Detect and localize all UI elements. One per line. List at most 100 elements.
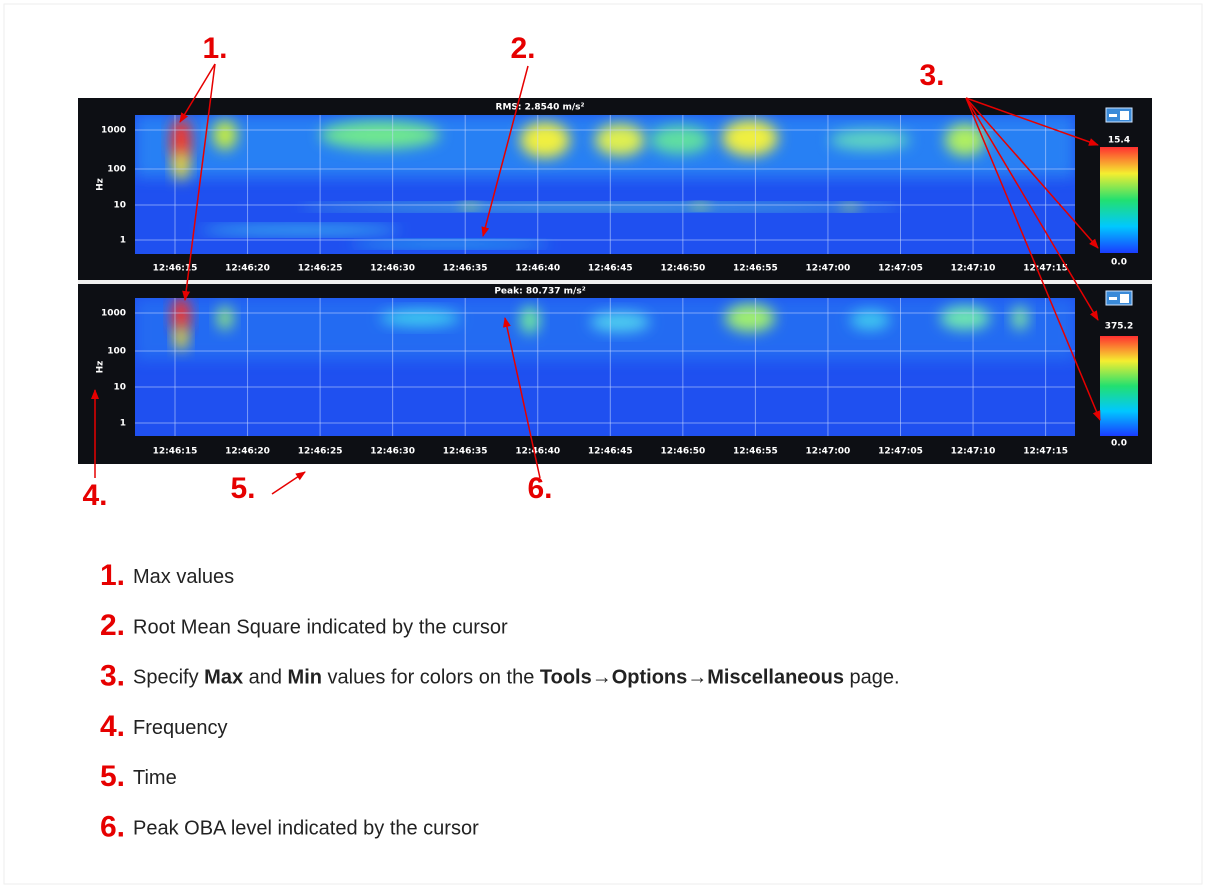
x-tick-label: 12:47:05 bbox=[878, 264, 923, 274]
x-tick-label: 12:46:30 bbox=[370, 264, 415, 274]
hotspot bbox=[520, 306, 540, 334]
y-tick-label: 1000 bbox=[101, 126, 126, 136]
text-run: Peak OBA level indicated by the cursor bbox=[133, 818, 479, 840]
hotspot bbox=[380, 310, 460, 326]
legend-text: Peak OBA level indicated by the cursor bbox=[133, 818, 479, 840]
y-axis-label: Hz bbox=[96, 361, 106, 374]
legend-number: 1. bbox=[100, 559, 125, 592]
text-run: and bbox=[243, 667, 287, 689]
x-tick-label: 12:46:20 bbox=[225, 447, 270, 457]
scale-max: 375.2 bbox=[1105, 322, 1133, 332]
colorbar bbox=[1100, 336, 1138, 436]
hotspot bbox=[173, 150, 189, 180]
y-tick-label: 1 bbox=[120, 236, 126, 246]
legend-number: 5. bbox=[100, 760, 125, 793]
colorbar bbox=[1100, 147, 1138, 253]
button-glyph bbox=[1120, 111, 1129, 120]
hotspot bbox=[590, 312, 650, 332]
bold-text: Tools→Options→Miscellaneous bbox=[540, 667, 844, 689]
panel-title: Peak: 80.737 m/s² bbox=[494, 287, 585, 297]
hotspot bbox=[940, 306, 990, 330]
y-tick-label: 1 bbox=[120, 419, 126, 429]
legend-number: 3. bbox=[100, 660, 125, 693]
hotspot bbox=[200, 226, 400, 234]
button-glyph bbox=[1109, 297, 1117, 300]
x-tick-label: 12:46:40 bbox=[515, 264, 560, 274]
x-tick-label: 12:46:45 bbox=[588, 447, 633, 457]
x-tick-label: 12:47:05 bbox=[878, 447, 923, 457]
layout-button[interactable] bbox=[1105, 107, 1133, 123]
x-tick-label: 12:47:15 bbox=[1023, 264, 1068, 274]
x-tick-label: 12:47:10 bbox=[951, 447, 996, 457]
bold-text: Max bbox=[204, 667, 243, 689]
separator bbox=[78, 280, 1152, 284]
x-tick-label: 12:46:25 bbox=[298, 447, 343, 457]
bold-text: Min bbox=[288, 667, 322, 689]
legend-text: Specify Max and Min values for colors on… bbox=[133, 667, 900, 689]
hotspot bbox=[520, 122, 570, 158]
legend-text: Max values bbox=[133, 566, 234, 588]
scale-min: 0.0 bbox=[1111, 439, 1127, 449]
x-tick-label: 12:46:15 bbox=[153, 447, 198, 457]
hotspot bbox=[174, 326, 188, 350]
legend-number: 2. bbox=[100, 609, 125, 642]
hotspot bbox=[595, 124, 645, 156]
callout-number: 5. bbox=[230, 472, 255, 505]
x-tick-label: 12:46:50 bbox=[660, 264, 705, 274]
arrows bbox=[91, 63, 1101, 495]
hotspot bbox=[350, 241, 550, 247]
hotspot bbox=[320, 121, 440, 149]
x-tick-label: 12:46:40 bbox=[515, 447, 560, 457]
panel-title: RMS: 2.8540 m/s² bbox=[496, 103, 585, 113]
text-run: Frequency bbox=[133, 717, 228, 739]
callout-number: 1. bbox=[202, 32, 227, 65]
layout-button[interactable] bbox=[1105, 290, 1133, 306]
y-tick-label: 100 bbox=[107, 165, 126, 175]
hotspot bbox=[722, 120, 778, 156]
callout-number: 2. bbox=[510, 32, 535, 65]
x-tick-label: 12:47:10 bbox=[951, 264, 996, 274]
x-tick-label: 12:46:15 bbox=[153, 264, 198, 274]
x-tick-label: 12:46:55 bbox=[733, 264, 778, 274]
hotspot bbox=[690, 203, 710, 209]
x-tick-label: 12:46:45 bbox=[588, 264, 633, 274]
x-tick-label: 12:46:30 bbox=[370, 447, 415, 457]
legend-number: 6. bbox=[100, 810, 125, 843]
text-run: values for colors on the bbox=[322, 667, 540, 689]
legend-text: Time bbox=[133, 767, 177, 789]
x-tick-label: 12:46:25 bbox=[298, 264, 343, 274]
text-run: Time bbox=[133, 767, 177, 789]
y-tick-label: 1000 bbox=[101, 309, 126, 319]
text-run: page. bbox=[844, 667, 900, 689]
hotspot bbox=[725, 304, 775, 332]
hotspot bbox=[213, 120, 237, 150]
text-run: Root Mean Square indicated by the cursor bbox=[133, 617, 508, 639]
hotspot bbox=[830, 130, 910, 150]
y-tick-label: 10 bbox=[113, 201, 126, 211]
hotspot bbox=[171, 118, 191, 162]
x-tick-label: 12:47:00 bbox=[806, 264, 851, 274]
x-tick-label: 12:46:35 bbox=[443, 264, 488, 274]
hotspot bbox=[1012, 306, 1028, 330]
x-tick-label: 12:46:55 bbox=[733, 447, 778, 457]
scale-max: 15.4 bbox=[1108, 136, 1130, 146]
x-tick-label: 12:47:00 bbox=[806, 447, 851, 457]
scale-min: 0.0 bbox=[1111, 258, 1127, 268]
hotspot bbox=[217, 306, 233, 330]
y-axis-label: Hz bbox=[96, 178, 106, 191]
y-tick-label: 100 bbox=[107, 347, 126, 357]
button-glyph bbox=[1120, 294, 1129, 303]
hotspot bbox=[850, 310, 890, 330]
spectrogram-features bbox=[135, 298, 1075, 361]
button-glyph bbox=[1109, 114, 1117, 117]
x-tick-label: 12:46:50 bbox=[660, 447, 705, 457]
hotspot bbox=[172, 298, 190, 333]
x-tick-label: 12:46:35 bbox=[443, 447, 488, 457]
x-tick-label: 12:46:20 bbox=[225, 264, 270, 274]
x-tick-label: 12:47:15 bbox=[1023, 447, 1068, 457]
legend-text: Root Mean Square indicated by the cursor bbox=[133, 617, 508, 639]
hotspot bbox=[460, 203, 480, 209]
hotspot bbox=[945, 124, 985, 156]
text-run: Specify bbox=[133, 667, 204, 689]
